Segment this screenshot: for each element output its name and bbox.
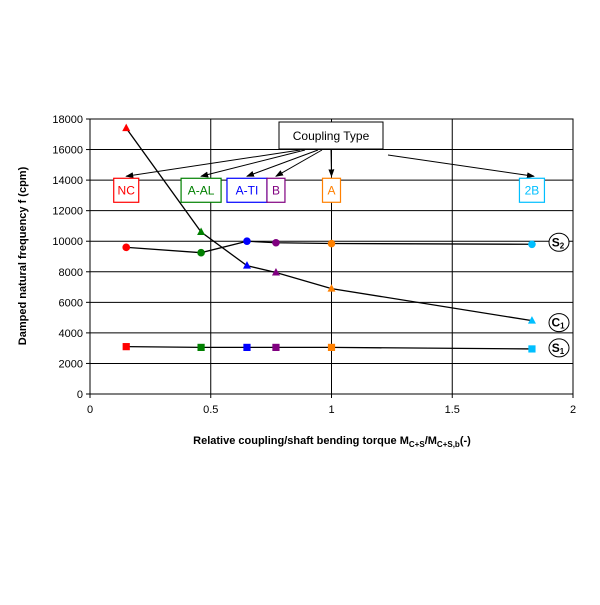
x-axis-title-sub2: C+S,b [437, 440, 460, 449]
x-tick-label-1: 0.5 [203, 404, 218, 416]
y-tick-label-8: 16000 [52, 145, 83, 157]
y-tick-label-7: 14000 [52, 175, 83, 187]
y-tick-label-9: 18000 [52, 114, 83, 126]
y-tick-label-4: 8000 [59, 267, 83, 279]
series-legend: S2 C1 S1 [548, 232, 570, 358]
x-axis-title-main: Relative coupling/shaft bending torque M [193, 435, 409, 447]
y-tick-label-6: 12000 [52, 206, 83, 218]
x-tick-label-4: 2 [570, 404, 576, 416]
y-axis-title: Damped natural frequency f (cpm) [17, 166, 29, 345]
coupling-label-b: B [266, 177, 286, 203]
y-tick-label-2: 4000 [59, 328, 83, 340]
series-legend-square: S1 [548, 338, 570, 358]
coupling-type-text: Coupling Type [293, 129, 370, 143]
coupling-label-text: B [272, 183, 280, 197]
series-legend-triangle: C1 [548, 313, 570, 333]
legend-text: C1 [551, 316, 565, 331]
marker-square-a-ti [243, 343, 251, 352]
y-tick-label-5: 10000 [52, 236, 83, 248]
x-axis-title-mid: /M [425, 435, 437, 447]
marker-circle-a [327, 239, 336, 248]
marker-circle-a-ti [243, 237, 251, 246]
series-lines [125, 127, 533, 350]
x-tick-label-2: 1 [328, 404, 334, 416]
marker-square-a-al [197, 343, 205, 352]
coupling-label-nc: NC [113, 177, 140, 203]
coupling-type-annotation: Coupling Type [278, 121, 384, 150]
series-legend-circle: S2 [548, 232, 570, 252]
marker-circle-nc [122, 243, 131, 252]
coupling-label-box [518, 177, 546, 203]
x-tick-label-0: 0 [87, 404, 93, 416]
series-line-triangle [125, 127, 533, 322]
coupling-label-text: A-TI [236, 183, 259, 197]
y-tick-label-3: 6000 [59, 297, 83, 309]
series-line-circle [126, 240, 532, 254]
coupling-label-box [113, 177, 140, 203]
marker-square-2b [528, 345, 536, 353]
marker-square-nc [122, 343, 130, 351]
marker-triangle-b [271, 268, 280, 276]
coupling-labels: NC A-AL A-TI B A 2B [113, 177, 546, 203]
legend-circle [548, 313, 570, 333]
marker-triangle-a-al [197, 227, 206, 236]
x-tick-label-3: 1.5 [445, 404, 460, 416]
series-line-square [126, 345, 532, 350]
coupling-label-text: 2B [525, 183, 540, 197]
coupling-label-text: NC [118, 183, 136, 197]
y-tick-label-0: 0 [77, 389, 83, 401]
x-axis-title-sub1: C+S [409, 440, 425, 449]
coupling-label-text: A [327, 183, 335, 197]
axis-ticks: 0 2000 4000 6000 8000 10000 12000 14000 16000 180… [52, 114, 576, 416]
legend-text: S1 [552, 341, 565, 356]
marker-circle-a-al [197, 248, 205, 257]
marker-triangle-2b [527, 316, 536, 324]
coupling-label-box [321, 177, 342, 203]
marker-triangle-nc [122, 123, 131, 132]
arrow-2b [387, 154, 535, 179]
coupling-label-text: A-AL [188, 183, 215, 197]
y-tick-label-1: 2000 [59, 358, 83, 370]
arrow-b [275, 149, 323, 177]
legend-circle [548, 232, 570, 252]
coupling-label-box [180, 177, 222, 203]
coupling-label-box [226, 177, 268, 203]
arrow-a-ti [246, 149, 319, 177]
arrow-a-al [200, 149, 306, 178]
marker-triangle-a-ti [242, 261, 251, 269]
marker-square-b [272, 343, 280, 352]
marker-triangle-a [327, 284, 336, 292]
coupling-label-a-al: A-AL [180, 177, 222, 203]
arrow-a [328, 149, 335, 178]
marker-circle-b [272, 238, 280, 247]
coupling-type-arrows [125, 149, 535, 179]
coupling-label-a: A [321, 177, 342, 203]
marker-circle-2b [528, 240, 536, 249]
coupling-label-2b: 2B [518, 177, 546, 203]
legend-text: S2 [552, 235, 565, 250]
coupling-label-box [266, 177, 286, 203]
coupling-label-a-ti: A-TI [226, 177, 268, 203]
x-axis-title-suffix: (-) [460, 435, 471, 447]
legend-circle [548, 338, 570, 358]
marker-square-a [327, 343, 336, 352]
x-axis-title: Relative coupling/shaft bending torque M… [193, 435, 471, 449]
series-markers [122, 123, 536, 353]
arrow-nc [125, 149, 301, 179]
